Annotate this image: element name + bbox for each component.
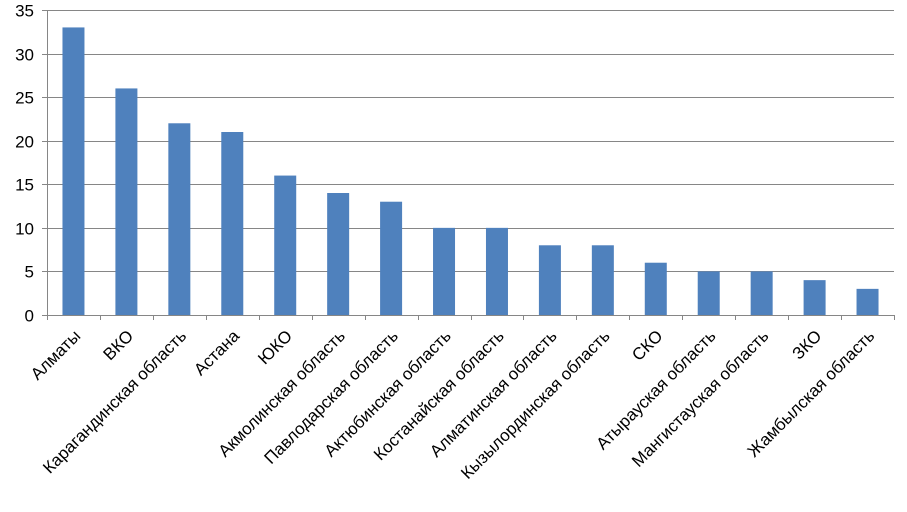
bar bbox=[803, 280, 826, 315]
y-tick-label: 20 bbox=[15, 133, 34, 152]
bar bbox=[856, 288, 879, 315]
x-category-label: ЮКО bbox=[254, 326, 296, 368]
x-category-label: Алматы bbox=[27, 326, 84, 383]
bar bbox=[538, 245, 561, 315]
bar bbox=[433, 227, 456, 315]
y-tick-label: 5 bbox=[25, 263, 34, 282]
bar bbox=[62, 27, 85, 316]
y-tick-label: 25 bbox=[15, 89, 34, 108]
y-tick-label: 35 bbox=[15, 2, 34, 21]
bar bbox=[380, 201, 403, 315]
bars bbox=[62, 27, 879, 316]
y-tick-label: 30 bbox=[15, 46, 34, 65]
bar bbox=[221, 132, 244, 315]
bar bbox=[115, 88, 138, 315]
bar bbox=[591, 245, 614, 315]
y-axis-tick-labels: 0 5 10 15 20 25 30 35 bbox=[15, 2, 34, 326]
x-category-label: СКО bbox=[628, 326, 666, 364]
bar bbox=[168, 123, 191, 316]
y-tick-label: 0 bbox=[25, 307, 34, 326]
bar bbox=[644, 262, 667, 315]
x-category-label: Астана bbox=[190, 326, 243, 379]
bar bbox=[697, 271, 720, 315]
x-category-label: ЗКО bbox=[789, 326, 826, 363]
x-category-label: ВКО bbox=[100, 326, 138, 364]
bar bbox=[485, 227, 508, 315]
y-tick-label: 10 bbox=[15, 220, 34, 239]
bar bbox=[327, 193, 350, 315]
axes bbox=[42, 10, 895, 320]
bar bbox=[750, 271, 773, 315]
bar bbox=[274, 175, 297, 315]
y-tick-label: 15 bbox=[15, 176, 34, 195]
